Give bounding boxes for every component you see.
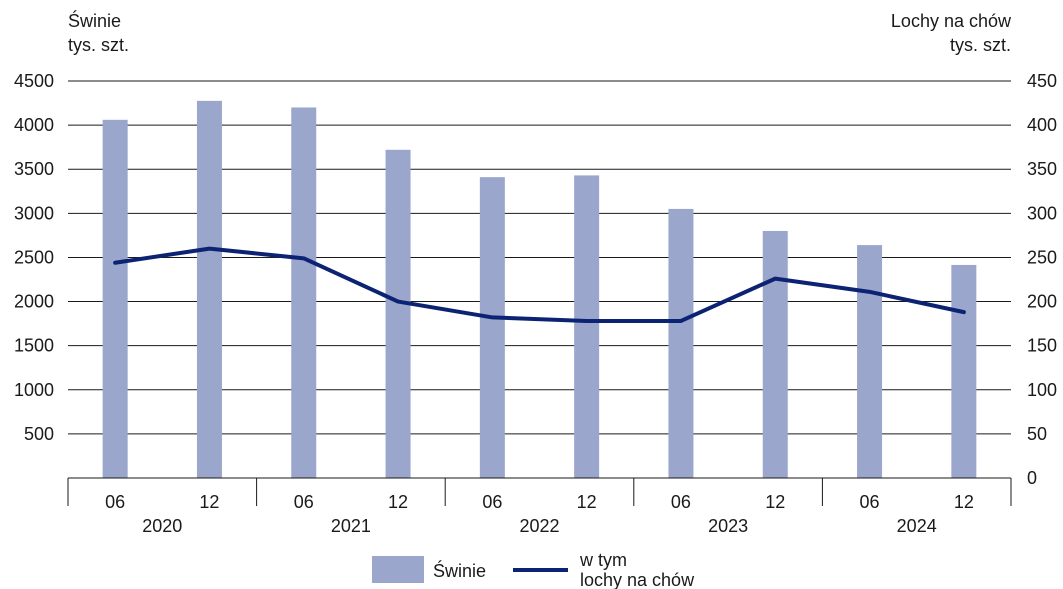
gridlines [68, 80, 1011, 435]
x-category-label: 12 [577, 492, 597, 512]
right-tick-label: 350 [1027, 159, 1057, 179]
left-tick-label: 2500 [14, 247, 54, 267]
right-tick-label: 100 [1027, 380, 1057, 400]
legend-label-swinie: Świnie [433, 560, 486, 581]
right-tick-label: 150 [1027, 336, 1057, 356]
right-tick-label: 300 [1027, 203, 1057, 223]
x-category-label: 06 [105, 492, 125, 512]
x-category-label: 12 [388, 492, 408, 512]
bar [479, 177, 505, 478]
bar [102, 119, 128, 478]
right-tick-label: 450 [1027, 71, 1057, 91]
right-tick-labels: 0 50 100 150 200 250 300 350 400 450 [1027, 71, 1057, 488]
x-year-label: 2023 [708, 516, 748, 536]
right-tick-label: 200 [1027, 292, 1057, 312]
x-year-label: 2022 [519, 516, 559, 536]
legend-label-lochy-line-2: lochy na chów [580, 570, 695, 589]
x-category-labels: 06 12 06 12 06 12 06 12 06 12 [105, 492, 974, 512]
bar [196, 100, 222, 478]
right-tick-label: 400 [1027, 115, 1057, 135]
bar [291, 107, 317, 478]
right-tick-label: 250 [1027, 247, 1057, 267]
left-tick-label: 4500 [14, 71, 54, 91]
bar [951, 264, 977, 478]
x-year-label: 2020 [142, 516, 182, 536]
right-axis-title-line-1: Lochy na chów [891, 11, 1012, 31]
axes [67, 477, 1012, 506]
bar [668, 208, 694, 478]
x-year-label: 2024 [897, 516, 937, 536]
x-year-label: 2021 [331, 516, 371, 536]
legend-swatch-swinie [372, 556, 424, 583]
left-axis-title-line-2: tys. szt. [68, 35, 129, 55]
x-year-labels: 2020 2021 2022 2023 2024 [142, 516, 936, 536]
x-category-label: 06 [482, 492, 502, 512]
x-category-label: 12 [765, 492, 785, 512]
bar [762, 230, 788, 478]
right-tick-label: 50 [1027, 424, 1047, 444]
bar [574, 175, 600, 479]
right-axis-title-line-2: tys. szt. [950, 35, 1011, 55]
legend-label-lochy-line-1: w tym [579, 550, 627, 570]
left-tick-label: 3000 [14, 203, 54, 223]
left-tick-label: 1500 [14, 336, 54, 356]
x-category-label: 12 [199, 492, 219, 512]
left-axis-title-line-1: Świnie [68, 10, 121, 31]
left-tick-label: 1000 [14, 380, 54, 400]
left-tick-label: 2000 [14, 292, 54, 312]
left-tick-labels: 500 1000 1500 2000 2500 3000 3500 4000 4500 [14, 71, 54, 444]
x-category-label: 06 [294, 492, 314, 512]
bar [857, 245, 883, 478]
x-category-label: 06 [860, 492, 880, 512]
line-lochy [113, 246, 966, 323]
bars-swinie [102, 100, 977, 479]
right-tick-label: 0 [1027, 468, 1037, 488]
x-category-label: 12 [954, 492, 974, 512]
legend: Świnie w tym lochy na chów [372, 550, 695, 589]
left-tick-label: 3500 [14, 159, 54, 179]
left-tick-label: 4000 [14, 115, 54, 135]
x-category-label: 06 [671, 492, 691, 512]
bar [385, 149, 411, 478]
left-tick-label: 500 [24, 424, 54, 444]
series-line [113, 246, 966, 323]
